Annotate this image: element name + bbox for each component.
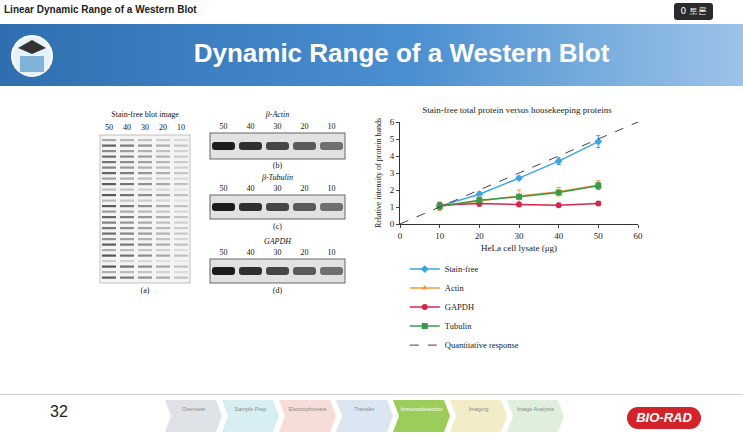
svg-text:Immunodetection: Immunodetection: [400, 406, 442, 412]
svg-text:10: 10: [435, 231, 445, 241]
html-text:Dynamic Range of a Western Blo: Dynamic Range of a Western Blot: [193, 38, 610, 68]
svg-text:40: 40: [247, 248, 255, 257]
svg-text:30: 30: [515, 231, 525, 241]
svg-text:GAPDH: GAPDH: [445, 302, 474, 312]
svg-text:Imaging: Imaging: [469, 406, 489, 412]
svg-text:10: 10: [177, 123, 185, 132]
html-text:BIO-RAD: BIO-RAD: [636, 410, 692, 425]
svg-text:20: 20: [301, 122, 309, 131]
svg-text:Stain-free: Stain-free: [445, 264, 479, 274]
svg-text:50: 50: [220, 248, 228, 257]
svg-text:Actin: Actin: [445, 283, 465, 293]
svg-text:50: 50: [594, 231, 604, 241]
svg-text:Sample Prep: Sample Prep: [235, 406, 267, 412]
svg-text:50: 50: [220, 184, 228, 193]
svg-text:Image Analysis: Image Analysis: [517, 406, 554, 412]
svg-text:50: 50: [220, 122, 228, 131]
svg-text:GAPDH: GAPDH: [264, 237, 292, 246]
html-text:Linear Dynamic Range of a West: Linear Dynamic Range of a Western Blot: [4, 4, 197, 15]
svg-text:40: 40: [123, 123, 131, 132]
svg-text:30: 30: [141, 123, 149, 132]
svg-text:Quantitative response: Quantitative response: [445, 340, 519, 350]
svg-text:HeLa cell lysate (μg): HeLa cell lysate (μg): [481, 243, 557, 253]
svg-text:β-Actin: β-Actin: [265, 110, 290, 119]
svg-text:40: 40: [554, 231, 564, 241]
svg-text:4: 4: [390, 151, 395, 161]
svg-text:20: 20: [301, 184, 309, 193]
svg-text:30: 30: [274, 248, 282, 257]
svg-text:60: 60: [634, 231, 644, 241]
svg-text:Tubulin: Tubulin: [445, 321, 472, 331]
svg-text:Overview: Overview: [182, 406, 205, 412]
svg-text:30: 30: [274, 122, 282, 131]
svg-text:(c): (c): [273, 222, 282, 231]
svg-text:6: 6: [390, 117, 395, 127]
svg-text:1: 1: [390, 202, 395, 212]
svg-text:(d): (d): [273, 286, 283, 295]
svg-text:β-Tubulin: β-Tubulin: [261, 173, 293, 182]
svg-text:2: 2: [390, 185, 395, 195]
svg-text:(a): (a): [141, 286, 150, 295]
svg-text:Stain-free blot image: Stain-free blot image: [111, 110, 179, 119]
svg-text:20: 20: [301, 248, 309, 257]
svg-text:40: 40: [247, 122, 255, 131]
svg-text:Relative intensity of protein: Relative intensity of protein bands: [374, 118, 383, 228]
html-text:0 토론: 0 토론: [680, 6, 707, 16]
svg-text:10: 10: [328, 122, 336, 131]
svg-text:10: 10: [328, 248, 336, 257]
svg-text:Stain-free total protein versu: Stain-free total protein versus housekee…: [422, 105, 612, 115]
svg-text:3: 3: [390, 168, 395, 178]
svg-text:Transfer: Transfer: [354, 406, 374, 412]
svg-text:30: 30: [274, 184, 282, 193]
svg-text:Electrophoresis: Electrophoresis: [289, 406, 327, 412]
svg-text:20: 20: [475, 231, 485, 241]
svg-text:50: 50: [105, 123, 113, 132]
svg-text:0: 0: [398, 231, 403, 241]
svg-text:0: 0: [390, 219, 395, 229]
html-text:32: 32: [50, 403, 68, 420]
svg-text:10: 10: [328, 184, 336, 193]
svg-text:(b): (b): [273, 161, 283, 170]
svg-text:5: 5: [390, 134, 395, 144]
svg-text:40: 40: [247, 184, 255, 193]
svg-text:20: 20: [159, 123, 167, 132]
